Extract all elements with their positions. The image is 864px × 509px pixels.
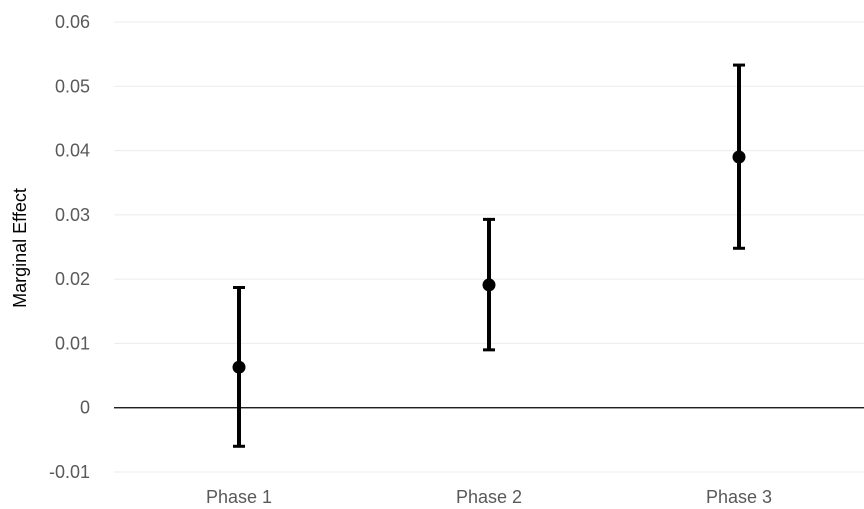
error-bars [233,63,745,448]
x-tick-label: Phase 2 [456,487,522,507]
y-tick-label: 0.06 [55,12,90,32]
data-points [232,150,746,374]
y-axis-tick-labels: -0.01 0 0.01 0.02 0.03 0.04 0.05 0.06 [49,12,90,482]
y-tick-label: 0.04 [55,141,90,161]
y-axis-title: Marginal Effect [10,188,30,308]
data-point [482,278,496,292]
y-tick-label: -0.01 [49,462,90,482]
data-point [732,150,746,164]
x-tick-label: Phase 1 [206,487,272,507]
x-tick-label: Phase 3 [706,487,772,507]
y-tick-label: 0.02 [55,269,90,289]
data-point [232,360,246,374]
y-tick-label: 0 [80,398,90,418]
y-tick-label: 0.05 [55,76,90,96]
x-axis-tick-labels: Phase 1 Phase 2 Phase 3 [206,487,772,507]
y-tick-label: 0.03 [55,205,90,225]
y-tick-label: 0.01 [55,333,90,353]
